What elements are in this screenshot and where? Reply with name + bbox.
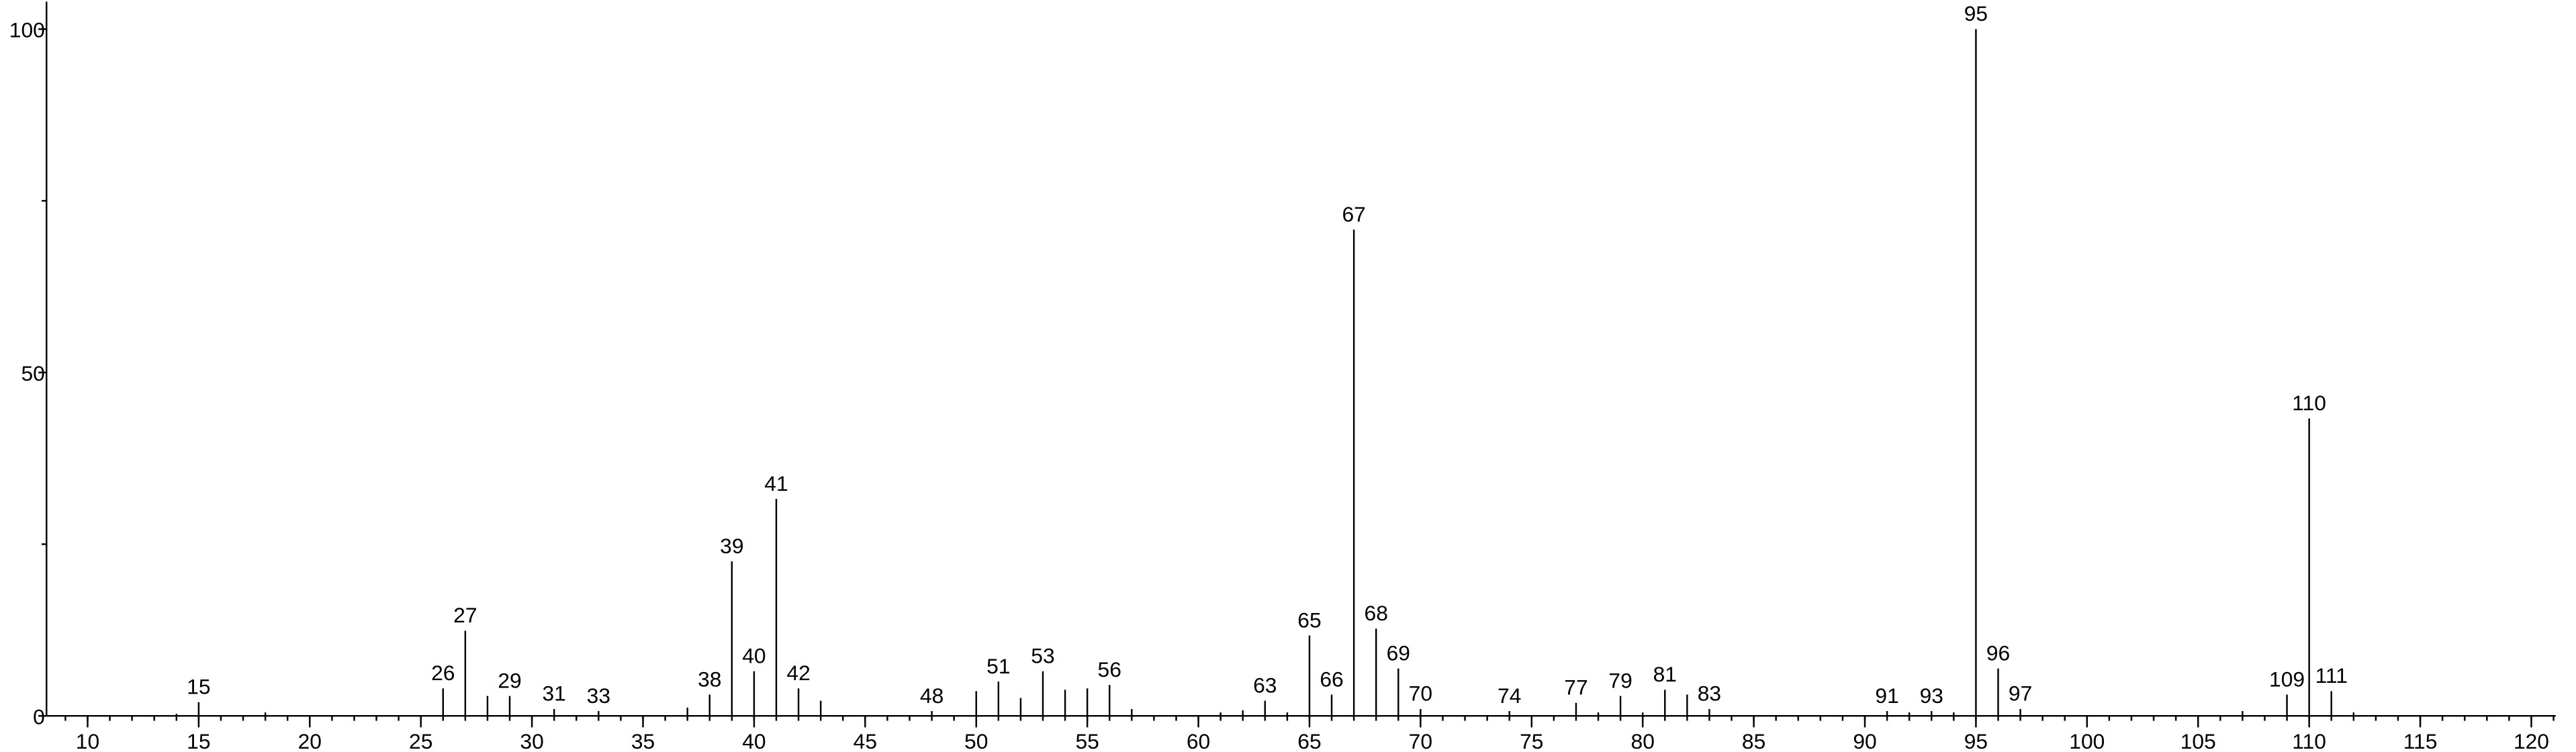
x-tick-label: 120 xyxy=(2514,729,2549,752)
x-tick-label: 80 xyxy=(1631,729,1655,752)
peak-label: 26 xyxy=(431,661,455,685)
peak-label: 96 xyxy=(1986,641,2010,665)
x-tick-label: 65 xyxy=(1297,729,1321,752)
peak-label: 51 xyxy=(986,654,1010,678)
x-tick-label: 35 xyxy=(631,729,655,752)
peak-label: 69 xyxy=(1387,641,1410,665)
x-tick-label: 100 xyxy=(2069,729,2105,752)
x-tick-label: 30 xyxy=(520,729,543,752)
peak-label: 66 xyxy=(1320,667,1343,691)
peak-label: 91 xyxy=(1875,684,1898,708)
peak-label: 53 xyxy=(1031,643,1054,667)
peak-label: 48 xyxy=(920,684,944,708)
peak-label: 70 xyxy=(1409,682,1432,706)
peak-label: 56 xyxy=(1098,657,1121,682)
peak-label: 111 xyxy=(2315,663,2348,688)
peak-label: 27 xyxy=(453,603,477,627)
peak-label: 109 xyxy=(2269,667,2305,691)
peak-label: 41 xyxy=(764,471,788,496)
x-tick-label: 10 xyxy=(76,729,99,752)
peak-label: 68 xyxy=(1365,601,1388,625)
peak-label: 95 xyxy=(1964,1,1988,26)
peak-label: 15 xyxy=(187,675,210,699)
peak-label: 33 xyxy=(587,684,610,708)
peak-label: 110 xyxy=(2292,391,2326,415)
peak-label: 67 xyxy=(1342,202,1365,226)
peak-label: 74 xyxy=(1498,684,1521,708)
x-tick-label: 25 xyxy=(409,729,432,752)
x-tick-label: 45 xyxy=(854,729,877,752)
x-tick-label: 20 xyxy=(298,729,322,752)
peak-label: 97 xyxy=(2009,682,2032,706)
peak-label: 79 xyxy=(1608,668,1632,692)
x-tick-label: 85 xyxy=(1742,729,1765,752)
x-tick-label: 70 xyxy=(1409,729,1432,752)
peak-label: 39 xyxy=(720,534,743,558)
x-tick-label: 75 xyxy=(1520,729,1543,752)
y-tick-label: 50 xyxy=(21,361,44,385)
y-tick-label: 100 xyxy=(9,18,45,42)
x-tick-label: 50 xyxy=(964,729,988,752)
x-tick-label: 110 xyxy=(2292,729,2326,752)
peak-label: 42 xyxy=(786,661,810,685)
peak-label: 83 xyxy=(1698,682,1721,706)
peak-label: 81 xyxy=(1653,662,1677,686)
x-tick-label: 40 xyxy=(742,729,766,752)
peak-label: 63 xyxy=(1253,673,1277,697)
y-tick-label: 0 xyxy=(33,704,45,728)
x-tick-label: 60 xyxy=(1187,729,1210,752)
peak-label: 29 xyxy=(498,668,521,692)
x-tick-label: 95 xyxy=(1964,729,1988,752)
peak-label: 65 xyxy=(1297,608,1321,632)
x-tick-label: 15 xyxy=(187,729,210,752)
x-tick-label: 115 xyxy=(2403,729,2438,752)
peak-label: 31 xyxy=(543,682,566,706)
peak-label: 93 xyxy=(1920,684,1943,708)
peak-label: 40 xyxy=(742,643,766,667)
peak-label: 38 xyxy=(698,667,721,691)
x-tick-label: 90 xyxy=(1853,729,1876,752)
x-tick-label: 55 xyxy=(1075,729,1099,752)
peak-label: 77 xyxy=(1564,675,1588,700)
x-tick-label: 105 xyxy=(2180,729,2216,752)
